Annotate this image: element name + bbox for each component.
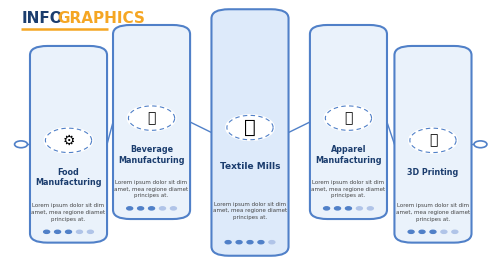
Circle shape [324, 207, 330, 210]
Circle shape [160, 207, 166, 210]
Circle shape [148, 207, 154, 210]
Text: Food
Manufacturing: Food Manufacturing [36, 168, 102, 187]
Circle shape [170, 207, 176, 210]
Text: Textile Mills: Textile Mills [220, 162, 280, 171]
Circle shape [54, 230, 60, 233]
Text: Beverage
Manufacturing: Beverage Manufacturing [118, 145, 185, 165]
Circle shape [126, 207, 132, 210]
Circle shape [452, 230, 458, 233]
Circle shape [128, 105, 176, 131]
Circle shape [356, 207, 362, 210]
Circle shape [14, 141, 28, 148]
Circle shape [236, 241, 242, 244]
Text: GRAPHICS: GRAPHICS [57, 11, 145, 25]
Text: INFO: INFO [22, 11, 63, 25]
Circle shape [258, 241, 264, 244]
Circle shape [138, 207, 143, 210]
Circle shape [269, 241, 275, 244]
Circle shape [408, 127, 458, 153]
Text: Apparel
Manufacturing: Apparel Manufacturing [315, 145, 382, 165]
Text: Lorem ipsum dolor sit dim
amet, mea regione diamet
principes at.: Lorem ipsum dolor sit dim amet, mea regi… [114, 180, 188, 198]
Circle shape [324, 105, 372, 131]
Circle shape [408, 230, 414, 233]
Circle shape [419, 230, 425, 233]
Circle shape [334, 207, 340, 210]
Circle shape [368, 207, 374, 210]
Text: 🎨: 🎨 [244, 118, 256, 137]
Text: Lorem ipsum dolor sit dim
amet, mea regione diamet
principes at.: Lorem ipsum dolor sit dim amet, mea regi… [396, 203, 470, 222]
FancyBboxPatch shape [310, 25, 387, 219]
Text: 👔: 👔 [344, 111, 352, 125]
Circle shape [226, 115, 274, 140]
FancyBboxPatch shape [30, 46, 107, 243]
Text: ⚙: ⚙ [62, 133, 75, 147]
Circle shape [44, 230, 50, 233]
FancyBboxPatch shape [394, 46, 471, 243]
Circle shape [76, 230, 82, 233]
Circle shape [88, 230, 94, 233]
Circle shape [44, 127, 93, 153]
FancyBboxPatch shape [212, 9, 288, 256]
Circle shape [430, 230, 436, 233]
Circle shape [225, 241, 231, 244]
Circle shape [66, 230, 71, 233]
Circle shape [474, 141, 487, 148]
Text: 3D Printing: 3D Printing [408, 168, 459, 177]
Text: Lorem ipsum dolor sit dim
amet, mea regione diamet
principes at.: Lorem ipsum dolor sit dim amet, mea regi… [213, 201, 287, 220]
Circle shape [346, 207, 352, 210]
Text: Lorem ipsum dolor sit dim
amet, mea regione diamet
principes at.: Lorem ipsum dolor sit dim amet, mea regi… [312, 180, 386, 198]
Circle shape [441, 230, 447, 233]
Circle shape [247, 241, 253, 244]
FancyBboxPatch shape [113, 25, 190, 219]
Text: 🖨: 🖨 [429, 133, 437, 147]
Text: 🍾: 🍾 [148, 111, 156, 125]
Text: Lorem ipsum dolor sit dim
amet, mea regione diamet
principes at.: Lorem ipsum dolor sit dim amet, mea regi… [32, 203, 106, 222]
